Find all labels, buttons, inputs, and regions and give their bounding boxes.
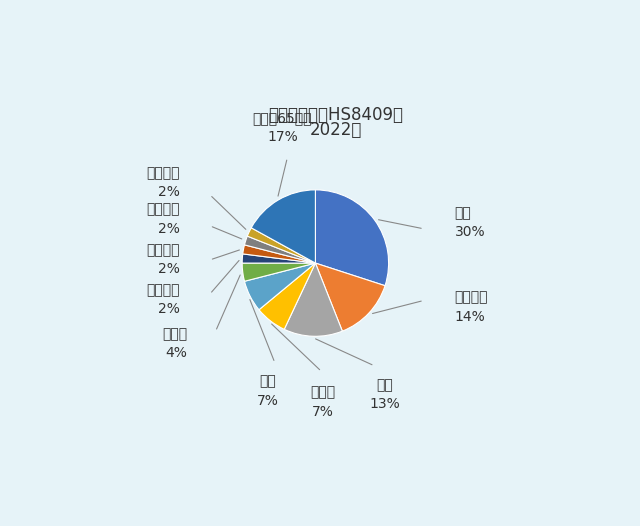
Text: メキシコ: メキシコ: [147, 203, 180, 217]
Text: 7%: 7%: [312, 404, 333, 419]
Text: 7%: 7%: [257, 394, 279, 408]
Text: 2%: 2%: [158, 185, 180, 199]
Wedge shape: [316, 190, 388, 286]
Wedge shape: [284, 263, 342, 336]
Wedge shape: [244, 236, 316, 263]
Wedge shape: [244, 263, 316, 310]
Text: 13%: 13%: [369, 397, 401, 411]
Wedge shape: [259, 263, 316, 329]
Wedge shape: [252, 190, 316, 263]
Text: 韓国: 韓国: [259, 375, 276, 389]
Text: 2%: 2%: [158, 302, 180, 316]
Text: 2%: 2%: [158, 262, 180, 276]
Text: ブラジル: ブラジル: [147, 283, 180, 297]
Text: 日本: 日本: [454, 206, 471, 220]
Wedge shape: [316, 263, 385, 331]
Wedge shape: [242, 263, 316, 281]
Text: 主要輸入国（HS8409）: 主要輸入国（HS8409）: [268, 106, 403, 124]
Wedge shape: [247, 228, 316, 263]
Text: アメリカ: アメリカ: [454, 290, 488, 305]
Text: インド: インド: [162, 327, 188, 341]
Text: オランダ: オランダ: [147, 166, 180, 180]
Text: 2022年: 2022年: [310, 121, 362, 139]
Text: 中国: 中国: [376, 378, 394, 392]
Text: その他65カ国: その他65カ国: [253, 111, 312, 125]
Text: 2%: 2%: [158, 221, 180, 236]
Wedge shape: [243, 245, 316, 263]
Text: イタリア: イタリア: [147, 243, 180, 257]
Text: 30%: 30%: [454, 225, 485, 239]
Text: 14%: 14%: [454, 309, 485, 323]
Wedge shape: [242, 254, 316, 263]
Text: 4%: 4%: [165, 346, 188, 360]
Text: 17%: 17%: [267, 130, 298, 144]
Text: ドイツ: ドイツ: [310, 386, 335, 400]
